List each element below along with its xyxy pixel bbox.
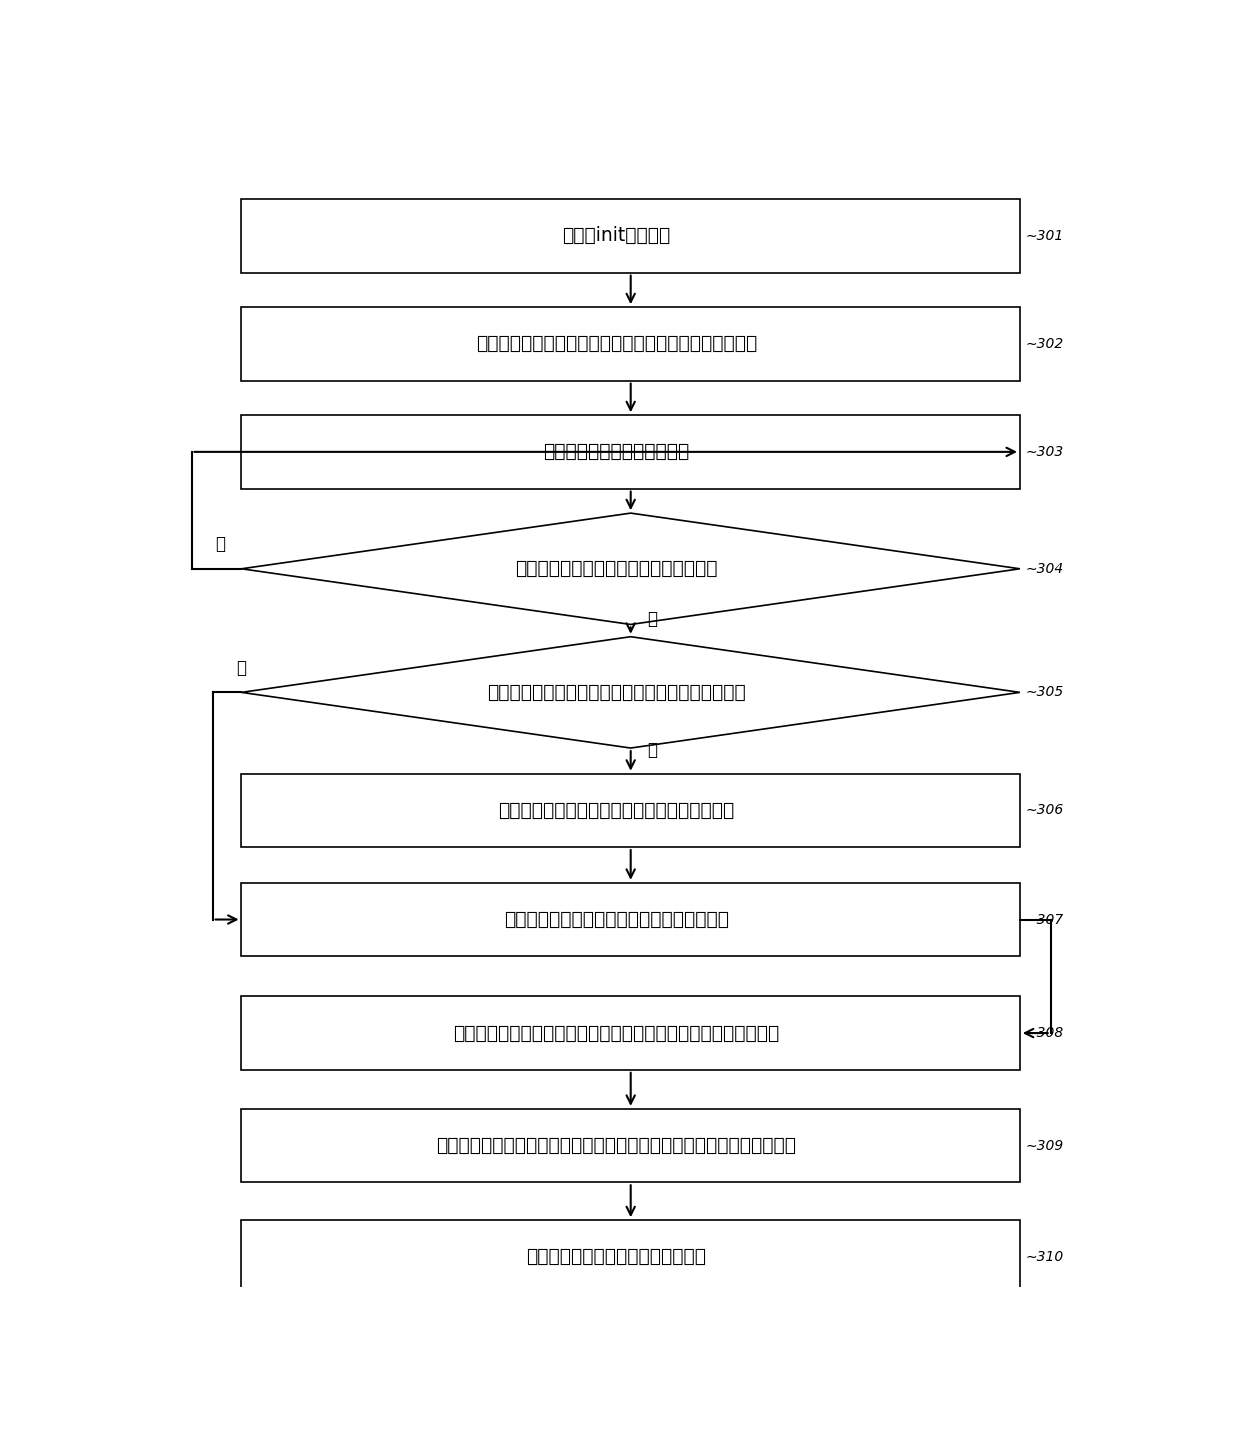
FancyBboxPatch shape <box>242 882 1019 956</box>
Polygon shape <box>242 513 1019 625</box>
Text: ∼302: ∼302 <box>1025 337 1064 351</box>
Text: 获取开机动画进程的执行时间: 获取开机动画进程的执行时间 <box>543 442 689 461</box>
Polygon shape <box>242 636 1019 748</box>
Text: 确定开机动画进程处于执行开机动画服务状态: 确定开机动画进程处于执行开机动画服务状态 <box>503 910 729 928</box>
Text: 判断所述执行时间是否小于预设时间阙値: 判断所述执行时间是否小于预设时间阙値 <box>515 560 718 578</box>
Text: ∼306: ∼306 <box>1025 804 1064 817</box>
Text: 否: 否 <box>237 659 247 677</box>
Text: ∼309: ∼309 <box>1025 1138 1064 1152</box>
FancyBboxPatch shape <box>242 774 1019 847</box>
FancyBboxPatch shape <box>242 307 1019 380</box>
Text: 是: 是 <box>647 610 657 629</box>
Text: 在基于所述状态信息确定开机失败时，获取开机流程对应的开机异常日志: 在基于所述状态信息确定开机失败时，获取开机流程对应的开机异常日志 <box>436 1137 796 1155</box>
Text: 判断所述属性信息是否为代表开机动画结束的属性值: 判断所述属性信息是否为代表开机动画结束的属性值 <box>487 683 745 701</box>
FancyBboxPatch shape <box>242 200 1019 273</box>
Text: 确定开机动画进程处于结束状态，确定开机成功: 确定开机动画进程处于结束状态，确定开机成功 <box>498 801 734 820</box>
Text: ∼304: ∼304 <box>1025 562 1064 576</box>
Text: 否: 否 <box>216 535 226 554</box>
Text: 将所述开机异常日志存储于预留分区: 将所述开机异常日志存储于预留分区 <box>526 1248 707 1267</box>
Text: 是: 是 <box>647 740 657 759</box>
FancyBboxPatch shape <box>242 996 1019 1070</box>
FancyBboxPatch shape <box>242 415 1019 489</box>
Text: ∼305: ∼305 <box>1025 685 1064 700</box>
Text: ∼307: ∼307 <box>1025 912 1064 927</box>
Text: ∼303: ∼303 <box>1025 445 1064 458</box>
Text: ∼310: ∼310 <box>1025 1249 1064 1264</box>
Text: ∼301: ∼301 <box>1025 228 1064 243</box>
Text: ∼308: ∼308 <box>1025 1027 1064 1040</box>
FancyBboxPatch shape <box>242 1109 1019 1183</box>
FancyBboxPatch shape <box>242 1220 1019 1294</box>
Text: 若开机动画进程始终处于执行开机动画服务状态，则确定开机失败: 若开机动画进程始终处于执行开机动画服务状态，则确定开机失败 <box>453 1024 780 1043</box>
Text: 通过预设检测服务周期性地获取开机动画服务的属性信息: 通过预设检测服务周期性地获取开机动画服务的属性信息 <box>476 334 756 353</box>
Text: 检测到init进程启动: 检测到init进程启动 <box>562 227 671 246</box>
